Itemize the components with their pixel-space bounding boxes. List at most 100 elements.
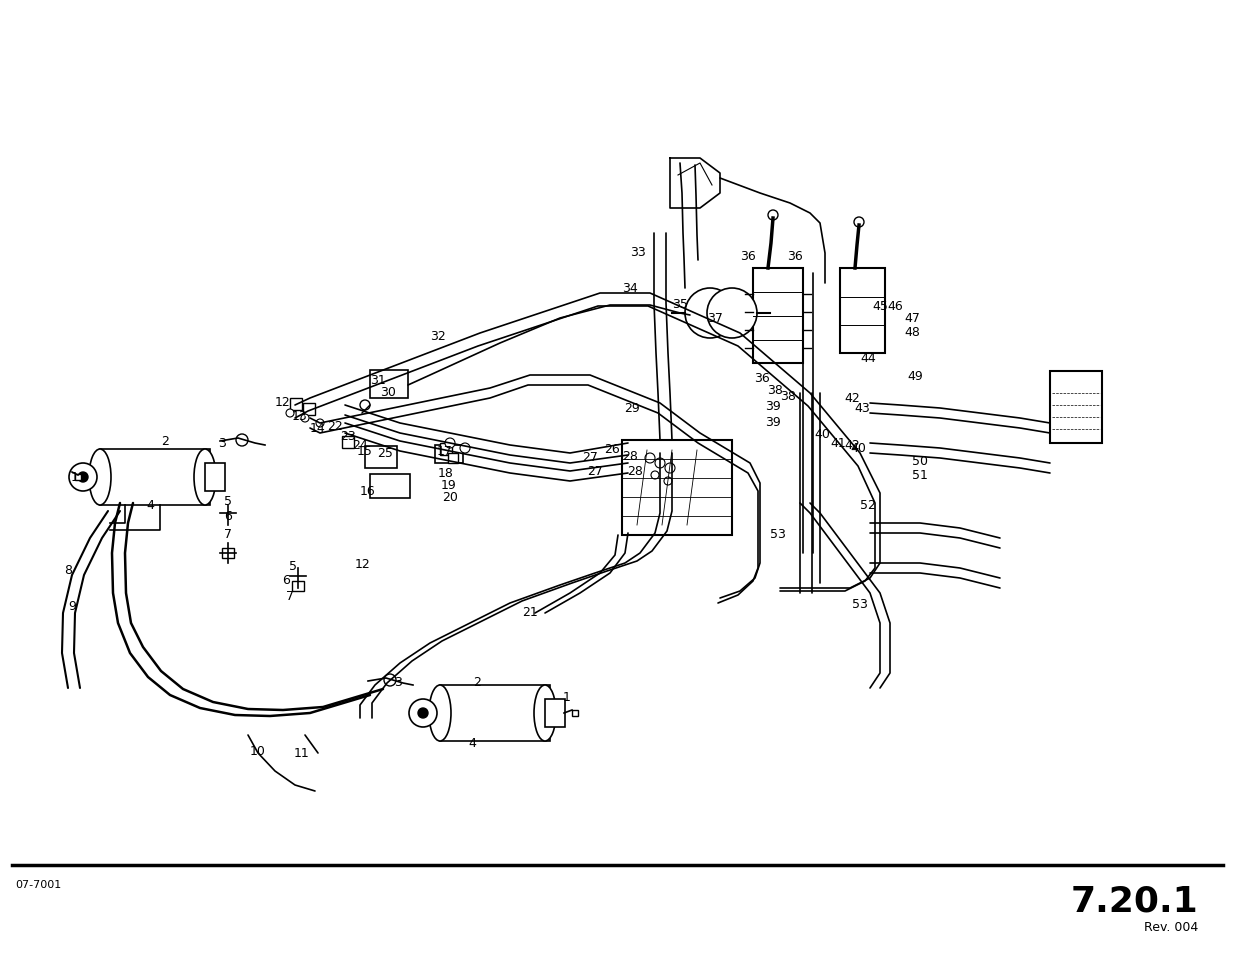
- Bar: [840, 269, 885, 354]
- Text: 27: 27: [582, 451, 598, 464]
- Bar: [753, 269, 803, 364]
- Text: 53: 53: [852, 597, 868, 610]
- Text: 37: 37: [708, 312, 722, 324]
- Circle shape: [853, 218, 864, 228]
- Text: 19: 19: [441, 479, 457, 492]
- Bar: [572, 710, 578, 717]
- Text: 12: 12: [275, 396, 291, 409]
- Bar: [222, 548, 233, 558]
- Text: 48: 48: [904, 325, 920, 338]
- Circle shape: [359, 400, 370, 411]
- Text: 49: 49: [908, 369, 923, 382]
- Text: 46: 46: [887, 299, 903, 313]
- Bar: [100, 450, 210, 505]
- Bar: [435, 446, 463, 463]
- Text: 39: 39: [766, 399, 781, 412]
- Text: 28: 28: [627, 465, 643, 478]
- Text: 51: 51: [913, 469, 927, 482]
- Text: 4: 4: [146, 499, 154, 512]
- Text: 13: 13: [293, 409, 308, 422]
- Circle shape: [655, 458, 664, 469]
- Bar: [205, 463, 225, 492]
- Circle shape: [69, 463, 98, 492]
- Text: 40: 40: [814, 427, 830, 440]
- Text: 34: 34: [622, 282, 637, 295]
- Text: Rev. 004: Rev. 004: [1144, 920, 1198, 933]
- Ellipse shape: [534, 685, 556, 741]
- Circle shape: [78, 473, 88, 482]
- Text: 40: 40: [850, 442, 866, 455]
- Text: 29: 29: [624, 401, 640, 414]
- Circle shape: [685, 289, 735, 338]
- Text: 44: 44: [860, 352, 876, 365]
- Bar: [303, 403, 315, 416]
- Text: 42: 42: [845, 439, 860, 452]
- Bar: [370, 475, 410, 498]
- Text: 36: 36: [755, 371, 769, 384]
- Circle shape: [417, 708, 429, 719]
- Circle shape: [287, 410, 294, 417]
- Text: 12: 12: [356, 557, 370, 570]
- Bar: [622, 440, 732, 536]
- Text: 47: 47: [904, 313, 920, 325]
- Text: 24: 24: [352, 439, 368, 452]
- Circle shape: [651, 472, 659, 479]
- Circle shape: [664, 463, 676, 474]
- Text: 32: 32: [430, 330, 446, 343]
- Text: 39: 39: [766, 416, 781, 428]
- Text: 27: 27: [587, 465, 603, 478]
- Bar: [1050, 372, 1102, 443]
- Text: 38: 38: [781, 389, 795, 402]
- Text: 5: 5: [289, 558, 296, 572]
- Text: 5: 5: [224, 495, 232, 508]
- Bar: [290, 398, 303, 411]
- Text: 4: 4: [468, 737, 475, 750]
- Circle shape: [768, 211, 778, 221]
- Text: 31: 31: [370, 374, 385, 386]
- Text: 17: 17: [437, 445, 453, 458]
- Text: 9: 9: [68, 598, 75, 612]
- Text: 1: 1: [563, 691, 571, 703]
- Text: 22: 22: [327, 419, 343, 432]
- Text: 6: 6: [282, 574, 290, 587]
- Text: 33: 33: [630, 245, 646, 258]
- Text: 3: 3: [219, 437, 226, 450]
- Text: 26: 26: [604, 443, 620, 456]
- Text: 2: 2: [473, 675, 480, 688]
- Text: 42: 42: [845, 392, 860, 405]
- Circle shape: [384, 675, 396, 686]
- Text: 36: 36: [787, 250, 803, 262]
- Circle shape: [459, 443, 471, 454]
- Text: 7.20.1: 7.20.1: [1071, 883, 1198, 918]
- Text: 6: 6: [224, 510, 232, 523]
- Bar: [370, 371, 408, 398]
- Circle shape: [301, 415, 309, 422]
- Circle shape: [645, 454, 655, 463]
- Ellipse shape: [89, 450, 111, 505]
- Text: 53: 53: [771, 527, 785, 540]
- Text: 45: 45: [872, 299, 888, 313]
- Text: 21: 21: [522, 605, 538, 618]
- Text: 36: 36: [740, 250, 756, 262]
- Bar: [366, 447, 396, 469]
- Text: 7: 7: [287, 589, 294, 602]
- Text: 18: 18: [438, 467, 454, 480]
- Text: 30: 30: [380, 385, 396, 398]
- Text: 07-7001: 07-7001: [15, 880, 61, 889]
- Bar: [448, 454, 458, 463]
- Text: 15: 15: [357, 445, 373, 458]
- Bar: [545, 700, 564, 727]
- Text: 11: 11: [294, 747, 310, 760]
- Text: 1: 1: [72, 471, 79, 484]
- Circle shape: [316, 419, 324, 428]
- Text: 38: 38: [767, 383, 783, 396]
- Bar: [291, 581, 304, 592]
- Text: 3: 3: [394, 675, 401, 688]
- Bar: [342, 436, 354, 449]
- Circle shape: [236, 435, 248, 447]
- Text: 35: 35: [672, 297, 688, 310]
- Text: 41: 41: [830, 437, 846, 450]
- Text: 50: 50: [911, 455, 927, 468]
- Circle shape: [445, 438, 454, 449]
- Text: 16: 16: [361, 485, 375, 498]
